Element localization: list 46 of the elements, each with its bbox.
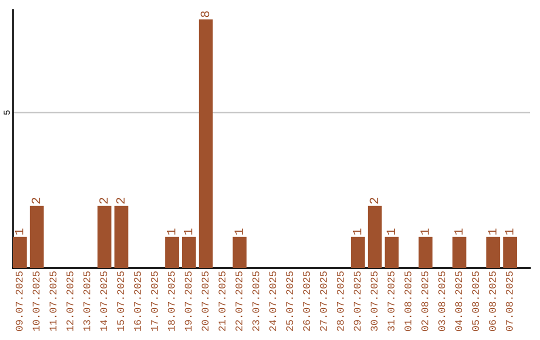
data-label: 1 xyxy=(352,228,362,235)
data-label: 1 xyxy=(505,228,514,235)
x-tick-label: 18.07.2025 xyxy=(168,271,175,331)
x-tick-label: 06.08.2025 xyxy=(488,271,496,332)
x-tick-label: 21.07.2025 xyxy=(218,271,226,331)
y-tick-label: 5 xyxy=(4,110,10,115)
x-tick-label: 09.07.2025 xyxy=(16,271,23,332)
data-label: 1 xyxy=(167,228,176,235)
x-tick-label: 30.07.2025 xyxy=(370,271,378,331)
x-tick-label: 14.07.2025 xyxy=(100,271,108,331)
x-tick-label: 01.08.2025 xyxy=(404,271,412,332)
data-label: 2 xyxy=(116,198,125,204)
x-tick-label: 04.08.2025 xyxy=(455,271,462,332)
x-tick-label: 15.07.2025 xyxy=(117,271,124,331)
x-tick-label: 02.08.2025 xyxy=(421,271,428,332)
x-tick-label: 11.07.2025 xyxy=(50,271,56,331)
x-tick-label: 22.07.2025 xyxy=(235,271,242,331)
data-label: 2 xyxy=(370,198,378,204)
data-label: 1 xyxy=(488,228,496,235)
x-tick-label: 24.07.2025 xyxy=(269,271,276,331)
x-tick-label: 26.07.2025 xyxy=(303,271,310,331)
x-tick-label: 25.07.2025 xyxy=(286,271,294,331)
data-label: 2 xyxy=(99,198,108,204)
data-label: 1 xyxy=(14,228,24,235)
data-label: 1 xyxy=(184,228,192,235)
data-label: 1 xyxy=(420,228,429,235)
x-tick-label: 31.07.2025 xyxy=(388,271,394,331)
x-tick-label: 07.08.2025 xyxy=(506,271,513,332)
data-label: 8 xyxy=(200,11,210,18)
x-tick-label: 29.07.2025 xyxy=(354,271,361,331)
data-label: 1 xyxy=(386,228,395,235)
x-tick-label: 28.07.2025 xyxy=(336,271,344,331)
x-tick-label: 17.07.2025 xyxy=(150,271,158,331)
x-tick-label: 16.07.2025 xyxy=(134,271,141,331)
x-tick-label: 05.08.2025 xyxy=(472,271,479,332)
data-label: 2 xyxy=(32,198,40,204)
x-tick-label: 27.07.2025 xyxy=(320,271,327,331)
x-tick-label: 12.07.2025 xyxy=(66,271,74,331)
x-tick-label: 10.07.2025 xyxy=(32,271,40,331)
data-label: 1 xyxy=(454,228,463,235)
x-tick-label: 20.07.2025 xyxy=(202,271,209,331)
x-tick-label: 23.07.2025 xyxy=(252,271,260,331)
x-tick-label: 03.08.2025 xyxy=(438,271,446,332)
x-tick-label: 13.07.2025 xyxy=(83,271,90,331)
x-tick-label: 19.07.2025 xyxy=(184,271,192,331)
data-label: 1 xyxy=(234,228,243,235)
